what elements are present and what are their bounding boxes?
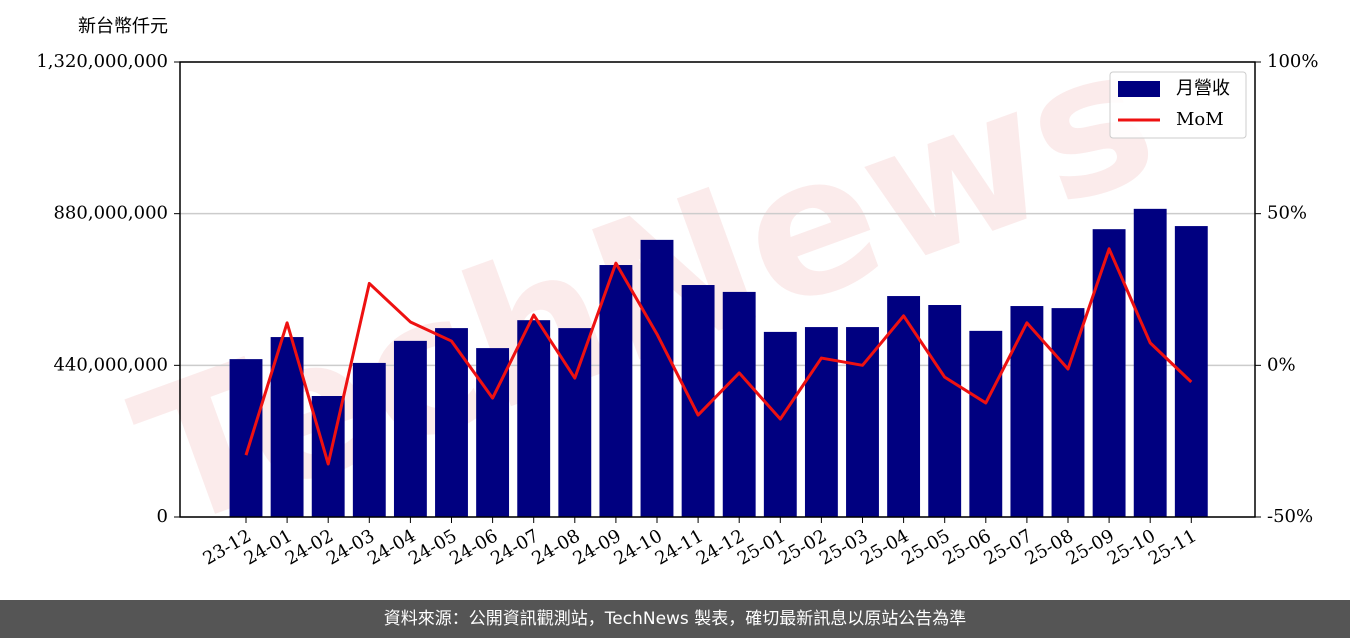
- y2-tick-label: 50%: [1267, 203, 1307, 224]
- bar: [393, 340, 427, 517]
- footer: 資料來源：公開資訊觀測站，TechNews 製表，確切最新訊息以原站公告為準: [0, 600, 1350, 638]
- y2-tick-label: -50%: [1267, 506, 1313, 527]
- bar: [804, 327, 838, 517]
- y-tick-label: 1,320,000,000: [36, 51, 168, 72]
- y-tick-label: 0: [157, 506, 168, 527]
- legend-label: MoM: [1176, 109, 1224, 130]
- bar: [722, 291, 756, 517]
- bar: [969, 330, 1003, 517]
- bar: [1051, 308, 1085, 517]
- legend-label: 月營收: [1176, 78, 1230, 99]
- bar: [928, 305, 962, 517]
- legend: 月營收 MoM: [1109, 71, 1247, 139]
- bar: [681, 285, 715, 517]
- bar: [558, 328, 592, 517]
- bar: [1133, 208, 1167, 517]
- bar: [599, 265, 633, 517]
- bar: [517, 320, 551, 517]
- unit-label: 新台幣仟元: [78, 16, 168, 37]
- y-tick-label: 440,000,000: [53, 354, 168, 375]
- legend-swatch: [1118, 81, 1160, 97]
- y2-tick-label: 0%: [1267, 354, 1296, 375]
- chart: TechNews 新台幣仟元 0440,000,000880,000,0001,…: [36, 3, 1318, 572]
- x-tick-label: 25-11: [1145, 525, 1200, 569]
- bar: [763, 331, 797, 517]
- plot-frame: [179, 61, 1256, 518]
- bar: [270, 337, 304, 517]
- y-tick-label: 880,000,000: [53, 203, 168, 224]
- bar: [846, 327, 879, 517]
- bar: [640, 239, 674, 517]
- y2-tick-label: 100%: [1267, 51, 1318, 72]
- mom-line: [244, 247, 1193, 466]
- bar: [352, 362, 386, 517]
- bar: [435, 328, 468, 517]
- bar: [229, 359, 263, 517]
